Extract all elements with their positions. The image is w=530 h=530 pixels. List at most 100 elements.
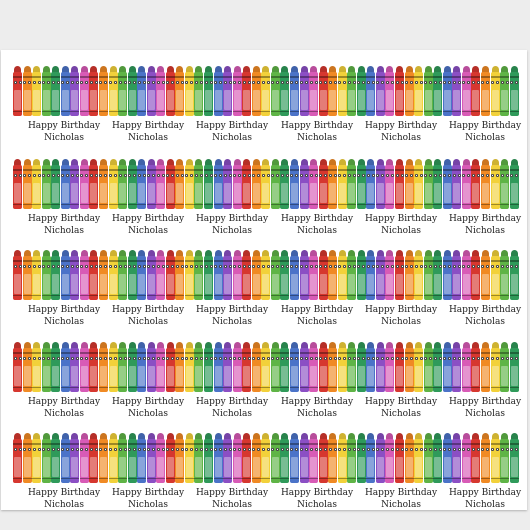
greeting-line-1: Happy Birthday	[111, 121, 185, 131]
crayon-icon	[471, 159, 481, 209]
crayon-icon	[395, 159, 404, 209]
crayon-icon	[137, 342, 147, 392]
crayon-icon	[442, 433, 452, 483]
crayon-icon	[442, 159, 452, 209]
crayon-icon	[500, 66, 510, 116]
crayon-icon	[404, 342, 414, 392]
greeting-line-1: Happy Birthday	[27, 121, 101, 131]
birthday-greeting: Happy Birthday Nicholas	[441, 487, 527, 510]
greeting-line-1: Happy Birthday	[364, 397, 438, 407]
crayon-icon	[299, 342, 309, 392]
crayon-icon	[204, 159, 213, 209]
birthday-greeting: Happy Birthday Nicholas	[188, 487, 276, 510]
crayon-icon	[22, 342, 32, 392]
crayon-icon	[318, 342, 328, 392]
crayon-icon	[452, 433, 462, 483]
crayon-icon	[79, 159, 89, 209]
crayon-icon	[509, 66, 519, 116]
crayon-icon	[242, 66, 252, 116]
crayon-icon	[213, 433, 223, 483]
crayon-icon	[13, 342, 22, 392]
crayon-icon	[194, 250, 204, 300]
crayon-icon	[98, 433, 108, 483]
crayon-icon	[118, 159, 128, 209]
crayon-icon	[242, 433, 252, 483]
crayon-icon	[500, 159, 510, 209]
birthday-greeting: Happy Birthday Nicholas	[441, 396, 527, 420]
crayon-icon	[98, 342, 108, 392]
crayon-icon	[337, 342, 347, 392]
crayon-icon	[118, 433, 128, 483]
birthday-greeting: Happy Birthday Nicholas	[104, 487, 192, 510]
crayon-icon	[452, 342, 462, 392]
crayon-icon	[22, 159, 32, 209]
greeting-name: Nicholas	[465, 317, 505, 327]
crayon-icon	[461, 433, 471, 483]
crayon-icon	[41, 66, 51, 116]
crayon-icon	[156, 66, 166, 116]
crayon-icon	[356, 66, 366, 116]
crayon-icon	[356, 342, 366, 392]
crayon-icon	[289, 250, 299, 300]
birthday-greeting: Happy Birthday Nicholas	[357, 120, 445, 144]
crayon-icon	[375, 433, 385, 483]
crayon-icon	[213, 159, 223, 209]
greeting-line-1: Happy Birthday	[195, 488, 269, 498]
greeting-line-1: Happy Birthday	[448, 305, 522, 315]
birthday-greeting: Happy Birthday Nicholas	[104, 213, 192, 237]
birthday-greeting: Happy Birthday Nicholas	[357, 396, 445, 420]
crayon-icon	[223, 250, 233, 300]
crayon-icon	[385, 250, 395, 300]
birthday-greeting: Happy Birthday Nicholas	[441, 213, 527, 237]
crayon-icon	[204, 433, 213, 483]
crayon-icon	[318, 433, 328, 483]
crayon-icon	[51, 159, 61, 209]
crayon-icon	[184, 66, 194, 116]
crayon-icon	[127, 66, 137, 116]
crayon-icon	[146, 342, 156, 392]
crayon-icon	[423, 250, 433, 300]
greeting-line-1: Happy Birthday	[280, 214, 354, 224]
crayon-icon	[480, 159, 490, 209]
crayon-icon	[318, 159, 328, 209]
crayon-icon	[156, 433, 166, 483]
crayon-icon	[299, 159, 309, 209]
crayon-icon	[423, 66, 433, 116]
birthday-greeting: Happy Birthday Nicholas	[273, 304, 361, 328]
crayon-icon	[433, 66, 443, 116]
crayon-icon	[13, 250, 22, 300]
crayon-icon	[414, 342, 424, 392]
greeting-line-1: Happy Birthday	[111, 214, 185, 224]
crayon-icon	[137, 159, 147, 209]
crayon-icon	[509, 342, 519, 392]
greeting-line-1: Happy Birthday	[364, 214, 438, 224]
crayon-icon	[404, 66, 414, 116]
crayon-icon	[251, 433, 261, 483]
crayon-icon	[452, 250, 462, 300]
crayon-icon	[32, 250, 42, 300]
crayon-icon	[13, 433, 22, 483]
crayon-icon	[442, 250, 452, 300]
greeting-line-1: Happy Birthday	[364, 305, 438, 315]
crayon-icon	[280, 342, 290, 392]
crayon-icon	[356, 433, 366, 483]
birthday-greeting: Happy Birthday Nicholas	[20, 487, 108, 510]
crayon-icon	[289, 159, 299, 209]
greeting-name: Nicholas	[212, 317, 252, 327]
crayon-icon	[108, 433, 118, 483]
greeting-name: Nicholas	[212, 500, 252, 510]
crayon-icon	[165, 159, 175, 209]
crayon-icon	[60, 159, 70, 209]
greeting-name: Nicholas	[465, 409, 505, 419]
crayon-icon	[232, 66, 242, 116]
crayon-icon	[471, 342, 481, 392]
crayon-icon	[289, 66, 299, 116]
crayon-icon	[175, 66, 185, 116]
crayon-icon	[385, 159, 395, 209]
crayon-icon	[251, 342, 261, 392]
birthday-greeting: Happy Birthday Nicholas	[104, 304, 192, 328]
crayon-icon	[395, 342, 404, 392]
crayon-icon	[490, 342, 500, 392]
birthday-greeting: Happy Birthday Nicholas	[441, 304, 527, 328]
crayon-icon	[328, 250, 338, 300]
